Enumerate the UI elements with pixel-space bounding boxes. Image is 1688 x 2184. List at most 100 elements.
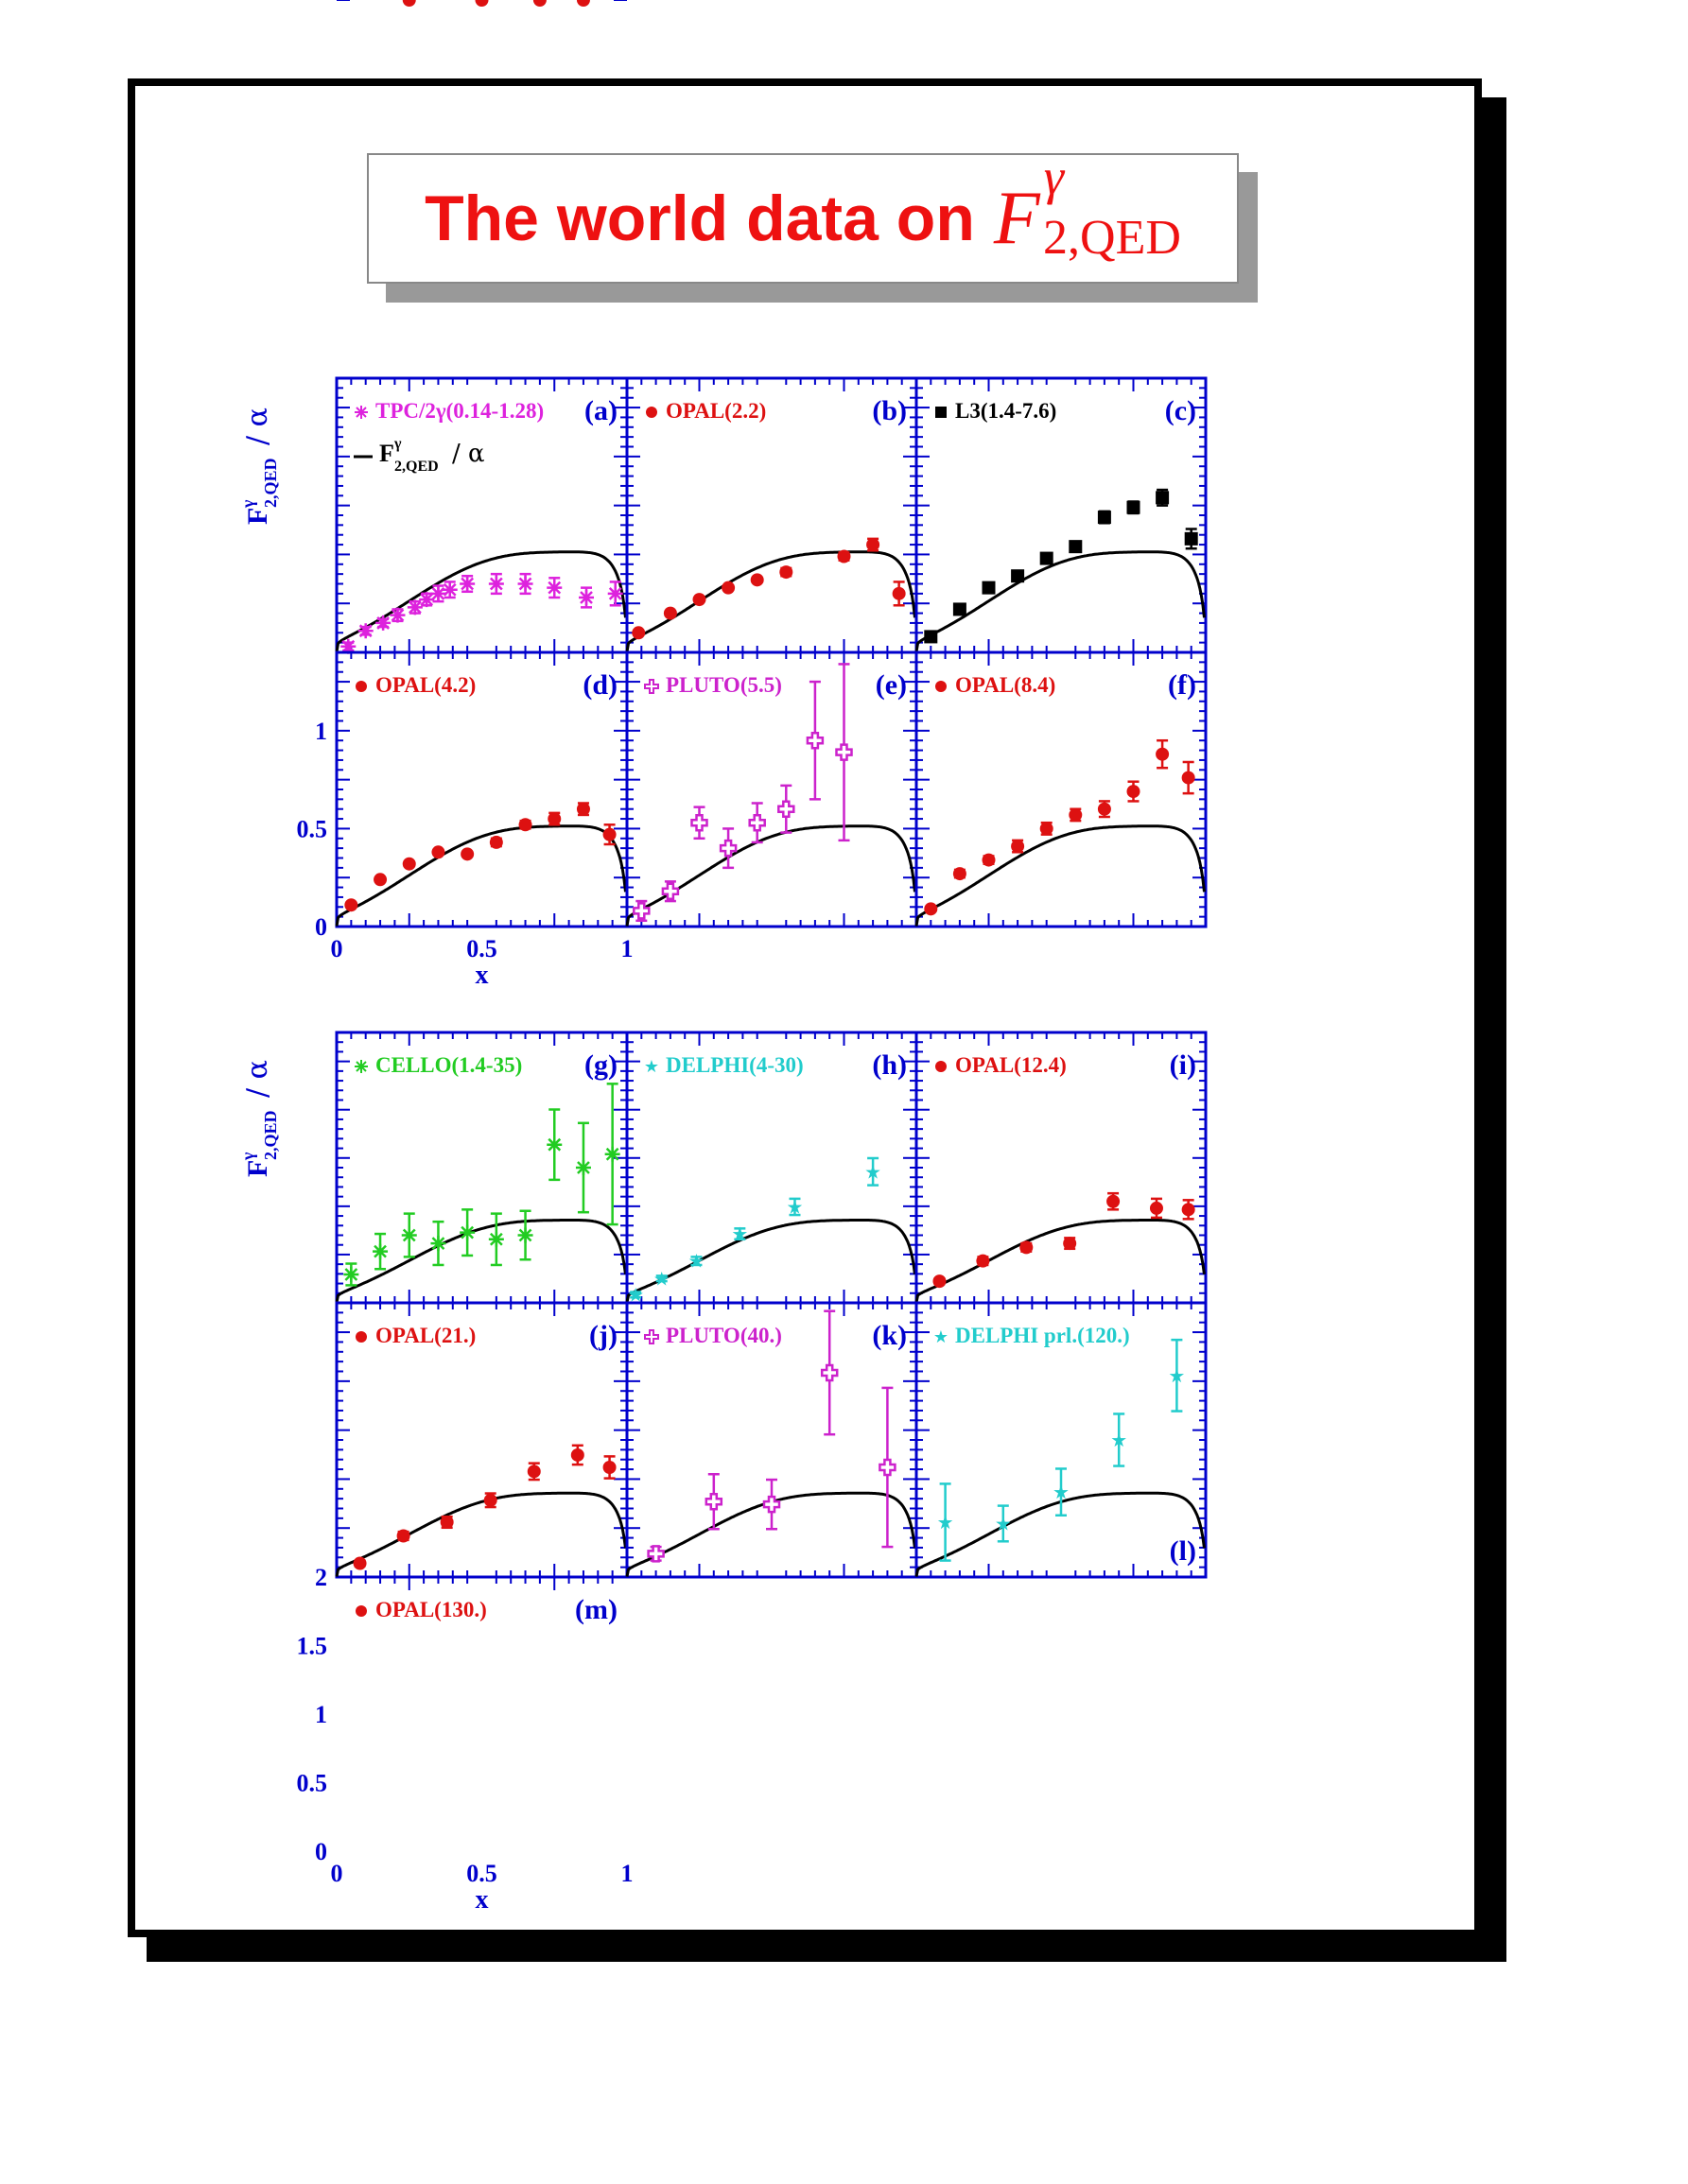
legend-label: OPAL(130.) [375, 1598, 487, 1621]
title-formula: F γ 2,QED [994, 148, 1181, 265]
curve-legend-tail: / α [452, 440, 485, 468]
data-point [892, 586, 906, 600]
data-point [982, 853, 996, 867]
data-point [806, 731, 825, 750]
data-point [460, 1224, 476, 1240]
x-tick-label: 1 [621, 1860, 634, 1887]
y-title-main: F [242, 508, 273, 525]
data-point [1019, 1240, 1034, 1255]
theory-curve [335, 824, 627, 927]
legend-marker [935, 681, 947, 692]
legend-label: PLUTO(40.) [666, 1324, 782, 1347]
panel-i: OPAL(12.4) (i) [914, 1031, 1208, 1305]
data-point [604, 1146, 620, 1162]
data-point [719, 839, 738, 858]
panel-letter: (a) [584, 395, 618, 426]
data-point [748, 813, 766, 832]
data-point [431, 845, 445, 859]
panel-letter: (b) [872, 395, 907, 426]
y-title-tail: / α [241, 1060, 274, 1098]
data-point [1011, 569, 1025, 583]
data-point [419, 592, 435, 608]
data-point [924, 630, 938, 644]
data-point: ★ [731, 1222, 748, 1245]
data-point [396, 1529, 410, 1543]
data-point [663, 606, 677, 620]
page-frame [128, 78, 1482, 1937]
panel-letter: (f) [1168, 669, 1196, 701]
data-point [1181, 771, 1195, 785]
data-point [1126, 500, 1140, 514]
theory-curve [914, 550, 1206, 652]
data-point [374, 873, 388, 887]
legend-marker [355, 1060, 368, 1073]
data-point [607, 585, 623, 601]
data-point [483, 1493, 497, 1507]
data-point [866, 538, 880, 552]
data-point [837, 549, 851, 563]
data-point [779, 565, 793, 580]
panel-letter: (k) [872, 1320, 907, 1351]
panel-letter: (g) [584, 1049, 618, 1081]
data-point [762, 1495, 781, 1514]
theory-curve [625, 550, 916, 652]
y-tick-label: 0 [315, 1838, 327, 1865]
data-point [430, 1236, 446, 1252]
x-tick-label: 1 [621, 935, 634, 962]
legend-marker [356, 1605, 367, 1617]
data-point [820, 1363, 839, 1382]
panel-j: OPAL(21.) (j) [335, 1301, 629, 1579]
data-point: ★ [627, 1283, 644, 1306]
bottom-y-axis-title: Fγ 2,QED / α [238, 1060, 280, 1177]
title-formula-sub: 2,QED [1043, 210, 1181, 265]
data-point [375, 615, 392, 631]
data-point [440, 1516, 454, 1529]
y-tick-label: 1 [315, 718, 327, 745]
legend-marker [644, 679, 659, 694]
data-point: ★ [1110, 1429, 1127, 1451]
data-point [952, 867, 966, 881]
y-title-sub: 2,QED [261, 1110, 280, 1160]
legend-marker [646, 407, 657, 418]
legend-label: PLUTO(5.5) [666, 673, 782, 697]
legend-label: DELPHI prl.(120.) [955, 1324, 1130, 1347]
data-point [517, 1227, 533, 1243]
panel-letter: (j) [589, 1320, 618, 1351]
data-point [1097, 802, 1111, 816]
theory-curve [625, 824, 916, 927]
panel-l: ★ ★ ★ ★ ★ ★ DELPHI prl.(120.) (l) [914, 1301, 1208, 1579]
data-point [402, 0, 416, 7]
panel-c: L3(1.4-7.6) (c) [914, 376, 1208, 654]
data-point [575, 1160, 591, 1175]
legend-label: L3(1.4-7.6) [955, 399, 1056, 423]
data-point: ★ [1053, 1481, 1070, 1503]
y-tick-label: 0.5 [297, 815, 328, 842]
x-tick-label: 0.5 [466, 935, 497, 962]
data-point [722, 581, 736, 595]
data-point [373, 1243, 389, 1259]
curve-legend-main: F [379, 440, 394, 467]
panel-letter: (i) [1170, 1049, 1196, 1081]
data-point [1106, 1194, 1121, 1208]
top-y-axis-title: Fγ 2,QED / α [238, 407, 280, 525]
data-point [632, 626, 646, 640]
panel-letter: (m) [575, 1594, 618, 1625]
data-point [402, 857, 416, 871]
data-point: ★ [787, 1195, 804, 1218]
title-box: The world data on F γ 2,QED [367, 148, 1239, 284]
legend-marker [356, 1331, 367, 1343]
data-point [647, 1545, 665, 1563]
y-title-main: F [242, 1160, 273, 1177]
panel-letter: (e) [876, 669, 907, 701]
legend-label: CELLO(1.4-35) [375, 1053, 522, 1077]
x-tick-label: 0.5 [466, 1860, 497, 1887]
data-point [488, 1231, 504, 1247]
bottom-y-axis: 0 0.5 1 1.5 2 [297, 1564, 328, 1865]
data-point [401, 1227, 417, 1243]
panel-d: OPAL(4.2) (d) [335, 650, 629, 928]
legend-marker [355, 406, 368, 419]
data-point [976, 1254, 990, 1268]
data-point [602, 1461, 617, 1474]
data-point [982, 581, 996, 595]
